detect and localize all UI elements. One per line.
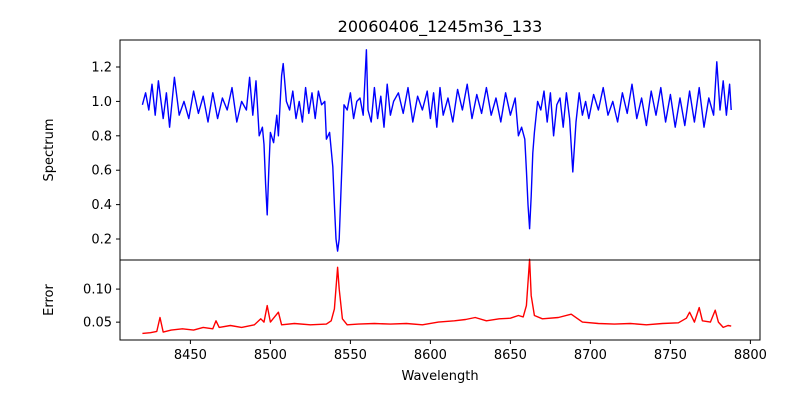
y-tick-label: 0.2 [91, 233, 112, 248]
x-axis-label: Wavelength [401, 369, 478, 384]
spectrum-panel: 0.2 0.4 0.6 0.8 1.0 1.2 [91, 39, 761, 261]
error-panel: 0.05 0.10 8450 8500 8550 8600 8650 8700 8750 8800 [83, 258, 767, 363]
spectrum-ylabel: Spectrum [42, 119, 57, 182]
x-tick-label: 8550 [334, 348, 367, 363]
x-tick-label: 8650 [494, 348, 527, 363]
error-ylabel: Error [42, 284, 57, 316]
y-tick-label: 0.6 [91, 164, 112, 179]
error-line [142, 258, 732, 335]
y-tick-label: 1.2 [91, 61, 112, 76]
y-tick-label: 1.0 [91, 95, 112, 110]
axes-frame [119, 259, 761, 341]
x-tick-label: 8450 [174, 348, 207, 363]
axes-frame [119, 39, 761, 261]
x-tick-label: 8800 [734, 348, 767, 363]
x-tick-label: 8700 [574, 348, 607, 363]
x-tick-label: 8750 [654, 348, 687, 363]
y-tick-label: 0.05 [83, 316, 112, 331]
y-tick-label: 0.8 [91, 129, 112, 144]
y-tick-label: 0.10 [83, 283, 112, 298]
x-tick-label: 8600 [414, 348, 447, 363]
y-tick-label: 0.4 [91, 198, 112, 213]
x-tick-label: 8500 [254, 348, 287, 363]
chart-title: 20060406_1245m36_133 [338, 17, 543, 37]
spectrum-line [141, 49, 732, 252]
